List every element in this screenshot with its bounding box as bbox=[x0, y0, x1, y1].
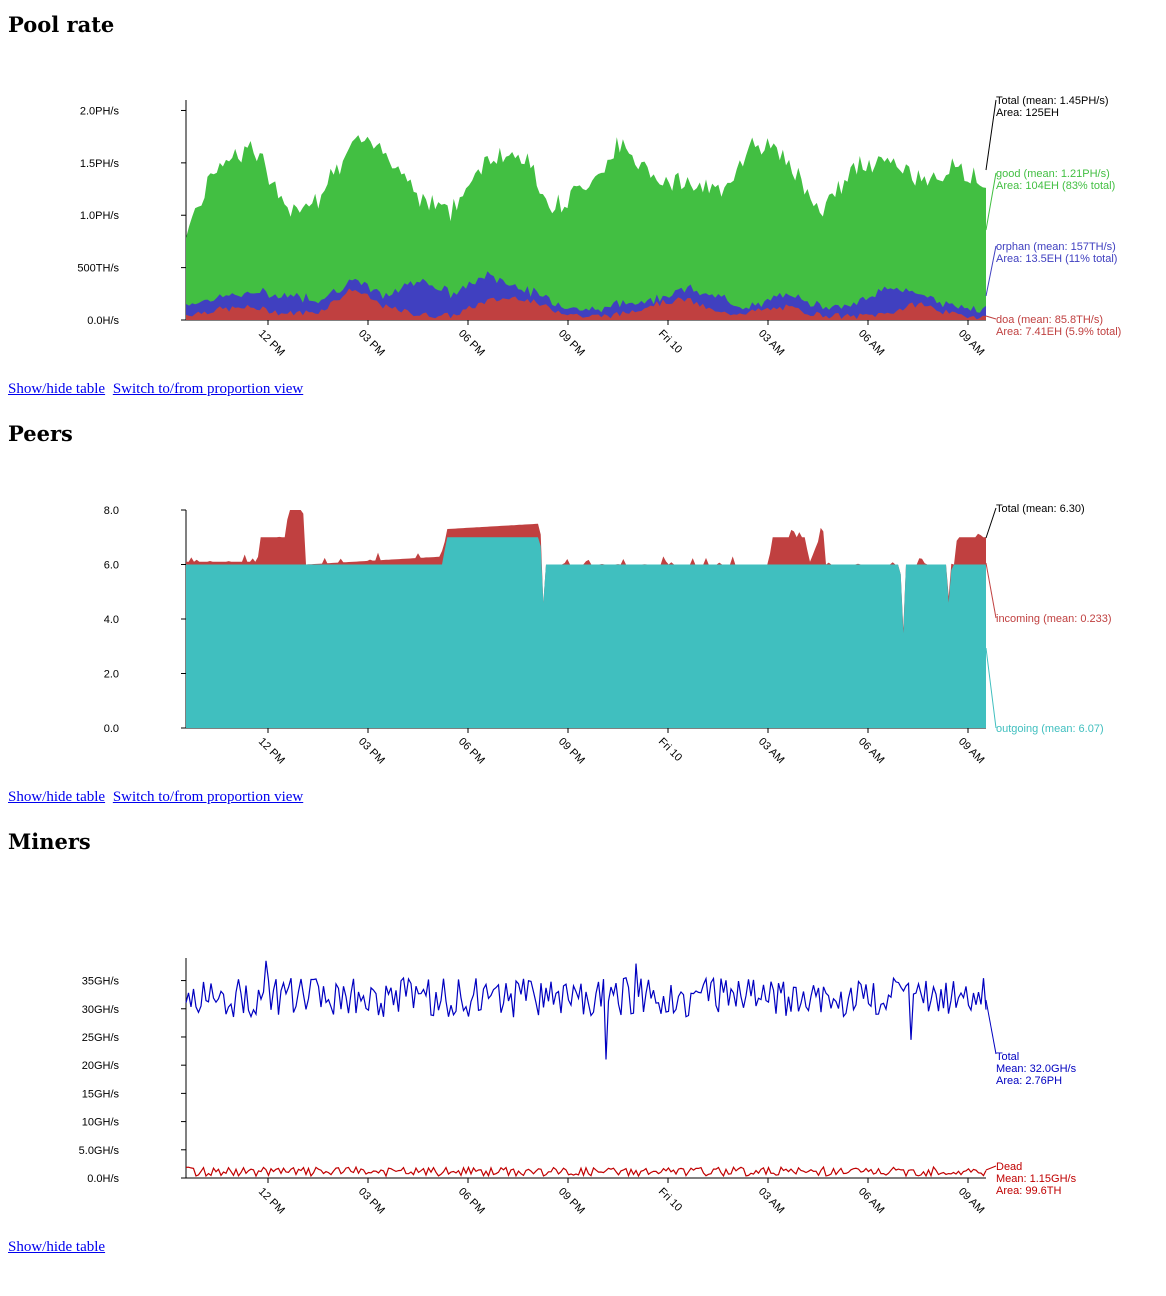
miners-x-tick-label: 06 AM bbox=[856, 1186, 887, 1217]
miners-legend-total: Area: 2.76PH bbox=[996, 1075, 1062, 1087]
miners-legend-connector bbox=[985, 999, 997, 1055]
pool-legend-orphan: Area: 13.5EH (11% total) bbox=[996, 253, 1117, 265]
peers-legend-outgoing: outgoing (mean: 6.07) bbox=[996, 723, 1104, 735]
pool-x-tick-label: 06 PM bbox=[456, 328, 487, 359]
peers-x-tick-label: 03 AM bbox=[756, 736, 787, 767]
pool-legend-connector bbox=[985, 315, 997, 320]
miners-y-tick-label: 25GH/s bbox=[82, 1032, 120, 1044]
miners-x-tick-label: 03 AM bbox=[756, 1186, 787, 1217]
pool-x-tick-label: 09 PM bbox=[556, 328, 587, 359]
peers-y-tick-label: 8.0 bbox=[104, 505, 119, 517]
pool-legend-connector bbox=[985, 245, 997, 297]
pool-x-tick-label: 03 PM bbox=[356, 328, 387, 359]
miners-x-tick-label: 09 PM bbox=[556, 1186, 587, 1217]
peers-legend-connector bbox=[985, 507, 997, 539]
miners-title: Miners bbox=[8, 829, 91, 854]
peers-y-tick-label: 0.0 bbox=[104, 723, 119, 735]
pool-rate-title: Pool rate bbox=[8, 12, 115, 37]
pool-rate-chart: 0.0H/s 500TH/s 1.0PH/s 1.5PH/s 2.0PH/s 12 PM 0… bbox=[77, 95, 1121, 359]
miners-x-tick-label: 06 PM bbox=[456, 1186, 487, 1217]
pool-legend-total: Total (mean: 1.45PH/s) bbox=[996, 95, 1109, 107]
miners-links: Show/hide table bbox=[8, 1239, 109, 1256]
miners-x-tick-label: 03 PM bbox=[356, 1186, 387, 1217]
peers-y-tick-label: 2.0 bbox=[104, 669, 119, 681]
pool-y-tick-label: 2.0PH/s bbox=[80, 105, 120, 117]
miners-legend-dead: Area: 99.6TH bbox=[996, 1185, 1061, 1197]
miners-y-tick-label: 30GH/s bbox=[82, 1004, 120, 1016]
peers-legend-incoming: incoming (mean: 0.233) bbox=[996, 613, 1112, 625]
peers-x-tick-label: 12 PM bbox=[256, 736, 287, 767]
peers-area-outgoing bbox=[186, 537, 986, 728]
peers-show-hide-table-link[interactable]: Show/hide table bbox=[8, 789, 106, 805]
pool-x-tick-label: 12 PM bbox=[256, 328, 287, 359]
pool-area-good bbox=[186, 135, 986, 320]
peers-x-tick-label: 03 PM bbox=[356, 736, 387, 767]
miners-y-tick-label: 15GH/s bbox=[82, 1088, 120, 1100]
peers-links: Show/hide table Switch to/from proportio… bbox=[8, 789, 307, 806]
peers-legend-connector bbox=[985, 647, 997, 729]
peers-title: Peers bbox=[8, 421, 73, 446]
peers-x-tick-label: 06 AM bbox=[856, 736, 887, 767]
miners-show-hide-table-link[interactable]: Show/hide table bbox=[8, 1239, 106, 1255]
pool-switch-proportion-link[interactable]: Switch to/from proportion view bbox=[112, 381, 304, 397]
miners-x-tick-label: 12 PM bbox=[256, 1186, 287, 1217]
pool-legend-doa: doa (mean: 85.8TH/s) bbox=[996, 314, 1103, 326]
pool-x-tick-label: Fri 10 bbox=[656, 328, 684, 356]
pool-x-tick-label: 09 AM bbox=[956, 328, 987, 359]
miners-y-tick-label: 5.0GH/s bbox=[79, 1145, 120, 1157]
miners-legend-dead: Dead bbox=[996, 1161, 1022, 1173]
miners-line-total bbox=[185, 960, 987, 1060]
peers-switch-proportion-link[interactable]: Switch to/from proportion view bbox=[112, 789, 304, 805]
miners-legend-total: Mean: 32.0GH/s bbox=[996, 1063, 1077, 1075]
peers-legend-connector bbox=[985, 562, 997, 619]
peers-legend-total: Total (mean: 6.30) bbox=[996, 503, 1085, 515]
pool-legend-total: Area: 125EH bbox=[996, 107, 1059, 119]
pool-area-doa bbox=[186, 288, 986, 320]
pool-rate-links: Show/hide table Switch to/from proportio… bbox=[8, 381, 307, 398]
pool-show-hide-table-link[interactable]: Show/hide table bbox=[8, 381, 106, 397]
peers-x-tick-label: 09 PM bbox=[556, 736, 587, 767]
peers-y-tick-label: 6.0 bbox=[104, 560, 119, 572]
miners-x-tick-label: 09 AM bbox=[956, 1186, 987, 1217]
miners-legend-total: Total bbox=[996, 1051, 1019, 1063]
pool-y-tick-label: 0.0H/s bbox=[87, 315, 119, 327]
miners-legend-dead: Mean: 1.15GH/s bbox=[996, 1173, 1077, 1185]
peers-x-tick-label: 09 AM bbox=[956, 736, 987, 767]
peers-y-tick-label: 4.0 bbox=[104, 614, 119, 626]
miners-y-tick-label: 35GH/s bbox=[82, 976, 120, 988]
peers-chart: 0.0 2.0 4.0 6.0 8.0 12 PM 03 PM 06 PM 09 PM Fri 1… bbox=[104, 503, 1112, 767]
peers-x-tick-label: Fri 10 bbox=[656, 736, 684, 764]
pool-legend-orphan: orphan (mean: 157TH/s) bbox=[996, 241, 1116, 253]
pool-y-tick-label: 1.0PH/s bbox=[80, 210, 120, 222]
miners-y-tick-label: 20GH/s bbox=[82, 1060, 120, 1072]
pool-legend-connector bbox=[985, 172, 997, 231]
pool-legend-good: Area: 104EH (83% total) bbox=[996, 180, 1115, 192]
miners-line-dead bbox=[185, 1165, 987, 1178]
miners-x-tick-label: Fri 10 bbox=[656, 1186, 684, 1214]
pool-x-tick-label: 03 AM bbox=[756, 328, 787, 359]
pool-y-tick-label: 500TH/s bbox=[77, 263, 119, 275]
peers-x-tick-label: 06 PM bbox=[456, 736, 487, 767]
miners-y-tick-label: 0.0H/s bbox=[87, 1173, 119, 1185]
pool-legend-connector bbox=[985, 99, 997, 171]
miners-y-tick-label: 10GH/s bbox=[82, 1117, 120, 1129]
miners-legend-connector bbox=[985, 1165, 997, 1171]
pool-legend-doa: Area: 7.41EH (5.9% total) bbox=[996, 326, 1121, 338]
pool-x-tick-label: 06 AM bbox=[856, 328, 887, 359]
miners-chart: 0.0H/s 5.0GH/s 10GH/s 15GH/s 20GH/s 25GH/s 30G… bbox=[79, 958, 1077, 1217]
pool-legend-good: good (mean: 1.21PH/s) bbox=[996, 168, 1110, 180]
pool-y-tick-label: 1.5PH/s bbox=[80, 158, 120, 170]
